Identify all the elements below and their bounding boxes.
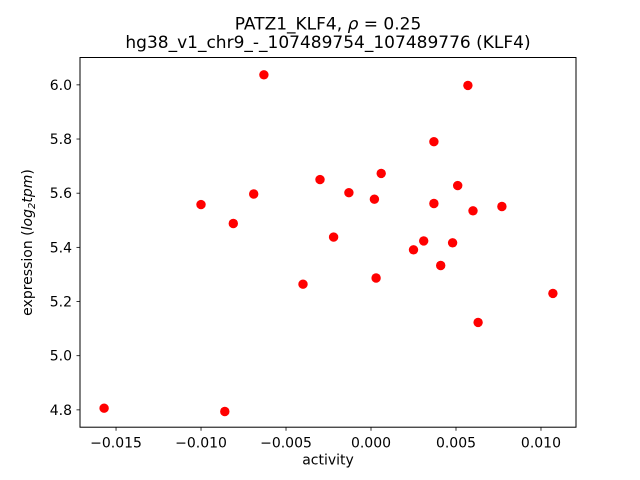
data-points [99, 70, 558, 417]
y-tick-label: 5.2 [50, 295, 72, 311]
y-axis-label-tpm: tpm [20, 175, 36, 203]
x-axis-label: activity [302, 453, 354, 469]
x-tick-label: −0.005 [260, 436, 312, 452]
y-tick-label: 5.6 [50, 186, 72, 202]
data-point [315, 174, 325, 185]
y-axis-label-sub: 2 [27, 203, 38, 209]
y-tick-label: 6.0 [50, 78, 72, 94]
y-tick-label: 5.4 [50, 240, 72, 256]
data-point [429, 198, 439, 209]
data-point [369, 194, 380, 204]
y-axis: 4.8 5.0 5.2 5.4 5.6 5.8 6.0 [50, 78, 80, 419]
chart-title: PATZ1_KLF4, ρ = 0.25 [235, 15, 422, 35]
y-tick-label: 5.8 [50, 132, 72, 148]
data-point [463, 80, 473, 91]
chart-subtitle: hg38_v1_chr9_-_107489754_107489776 (KLF4… [125, 33, 530, 53]
data-point [220, 406, 230, 417]
data-point [249, 189, 259, 199]
chart-title-suffix: = 0.25 [358, 15, 421, 35]
plot-area [79, 57, 577, 428]
data-point [453, 180, 463, 191]
data-point [419, 236, 429, 246]
data-point [447, 238, 458, 248]
data-point [259, 70, 269, 80]
y-tick-label: 5.0 [50, 349, 72, 365]
y-tick-label: 4.8 [50, 403, 72, 419]
x-tick-label: −0.015 [90, 436, 142, 452]
chart-title-rho: ρ [348, 15, 359, 35]
data-point [328, 232, 339, 242]
chart-title-prefix: PATZ1_KLF4, [235, 15, 348, 35]
x-tick-label: 0.005 [436, 436, 476, 452]
x-tick-label: 0.010 [521, 436, 561, 452]
data-point [473, 317, 483, 328]
data-point [196, 199, 206, 210]
data-point [376, 168, 386, 179]
data-point [228, 218, 238, 229]
data-point [99, 403, 109, 413]
data-point [548, 288, 558, 299]
data-point [429, 137, 439, 147]
data-point [344, 188, 354, 198]
x-tick-label: −0.010 [175, 436, 227, 452]
data-point [497, 201, 507, 212]
y-axis-label: expression (log2tpm) [20, 169, 38, 316]
data-point [371, 273, 381, 283]
data-point [298, 279, 308, 289]
data-point [408, 245, 419, 255]
data-point [436, 260, 446, 271]
y-axis-label-prefix: expression ( [20, 230, 36, 315]
x-axis: −0.015 −0.010 −0.005 0.000 0.005 0.010 [90, 427, 561, 452]
y-axis-label-log: log [20, 209, 36, 230]
x-tick-label: 0.000 [351, 436, 391, 452]
data-point [468, 206, 478, 216]
y-axis-label-suffix: ) [20, 169, 36, 174]
